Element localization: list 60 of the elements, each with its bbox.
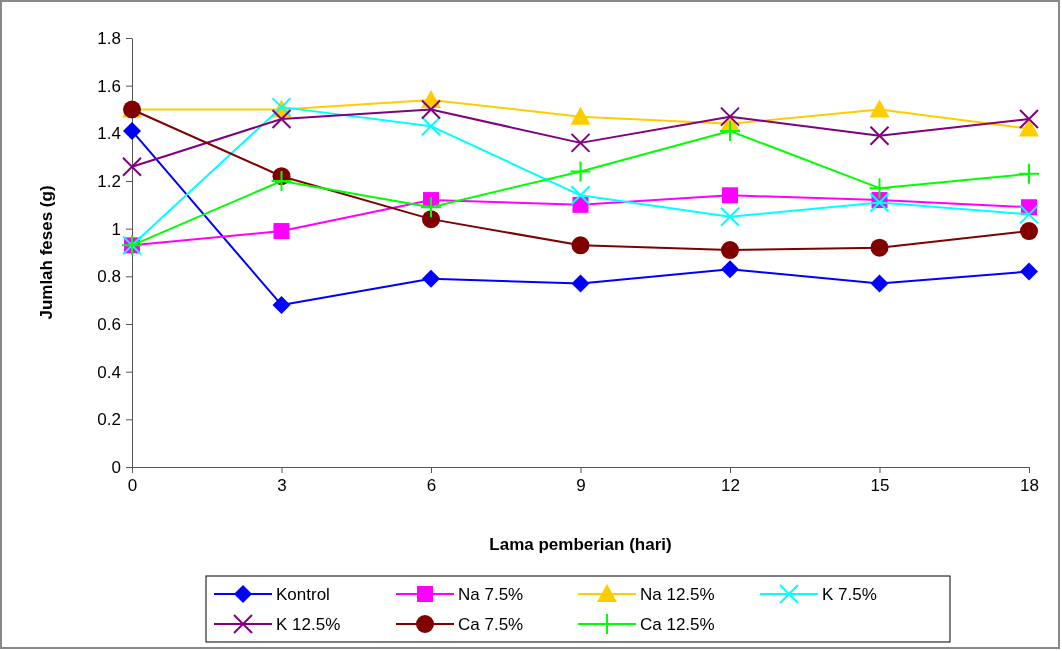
point [1019, 109, 1039, 130]
point [1019, 204, 1039, 225]
legend-label: Na 7.5% [458, 585, 524, 604]
y-tick-label: 0 [111, 457, 121, 477]
x-tick-label: 12 [721, 476, 740, 496]
x-tick-label: 15 [870, 476, 890, 496]
x-tick-label: 9 [576, 476, 586, 496]
point [870, 274, 889, 293]
point [869, 125, 890, 146]
point [570, 185, 591, 206]
point [273, 223, 290, 240]
point [421, 116, 441, 137]
point [270, 170, 293, 192]
point [571, 236, 590, 255]
y-tick-label: 0.6 [97, 314, 121, 334]
point [722, 187, 738, 204]
x-tick-label: 18 [1020, 476, 1039, 496]
legend-label: Kontrol [276, 585, 330, 604]
y-tick-label: 1.8 [97, 28, 121, 48]
point [570, 132, 591, 153]
point [420, 196, 442, 219]
point [123, 121, 141, 140]
point [422, 269, 440, 288]
point [421, 99, 441, 120]
x-tick-label: 0 [127, 476, 138, 496]
point [571, 274, 590, 293]
point [422, 210, 440, 229]
point [122, 156, 142, 177]
point [1018, 162, 1040, 185]
legend-label: Na 12.5% [640, 585, 715, 604]
y-tick-label: 1.4 [97, 124, 121, 144]
y-tick-label: 0.8 [97, 267, 121, 287]
point [868, 177, 891, 200]
point [721, 241, 739, 260]
legend-label: Ca 12.5% [640, 615, 715, 634]
point [1020, 222, 1038, 241]
point [1020, 262, 1038, 281]
point [271, 109, 292, 130]
y-axis-title: Jumlah feses (g) [37, 185, 56, 320]
y-tick-label: 1.6 [97, 76, 121, 96]
x-tick-label: 6 [426, 476, 437, 496]
y-tick-label: 0.4 [97, 362, 121, 382]
legend-label: K 7.5% [822, 585, 877, 604]
point [870, 238, 889, 257]
y-tick-label: 1 [111, 219, 121, 239]
point [719, 119, 741, 142]
legend-label: Ca 7.5% [458, 615, 524, 634]
point [720, 106, 740, 127]
x-axis-title: Lama pemberian (hari) [489, 535, 672, 554]
point [721, 260, 739, 279]
legend-label: K 12.5% [276, 615, 341, 634]
point [869, 99, 890, 118]
point [720, 206, 740, 227]
point [272, 295, 291, 314]
point [570, 106, 591, 125]
point [1019, 118, 1039, 137]
y-tick-label: 0.2 [97, 410, 121, 430]
point [569, 160, 592, 183]
y-tick-label: 1.2 [97, 171, 121, 191]
x-tick-label: 3 [277, 476, 287, 496]
